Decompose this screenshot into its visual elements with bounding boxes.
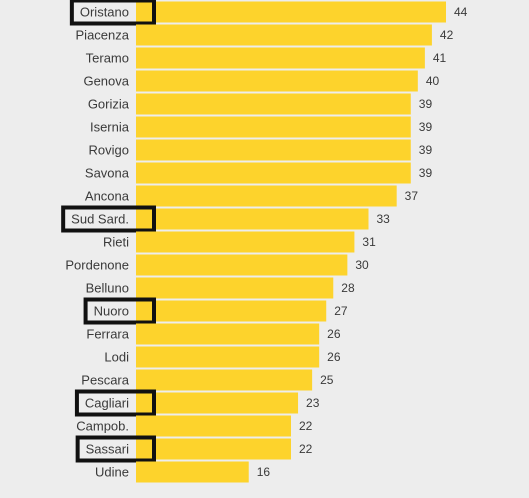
bar [136,300,327,322]
category-label: Genova [83,74,129,89]
value-label: 42 [440,28,454,42]
bar [136,185,397,207]
category-label: Gorizia [88,97,130,112]
category-label: Pordenone [65,258,129,273]
bar [136,323,320,345]
value-label: 39 [419,143,433,157]
value-label: 39 [419,97,433,111]
category-label: Campob. [76,419,129,434]
bar [136,116,411,138]
category-label: Pescara [81,373,129,388]
category-label: Teramo [86,51,129,66]
category-label: Belluno [86,281,129,296]
bar [136,461,249,483]
bar [136,93,411,115]
category-label: Ancona [85,189,130,204]
category-label: Ferrara [86,327,129,342]
category-label: Rieti [103,235,129,250]
value-label: 40 [426,74,440,88]
value-label: 22 [299,442,313,456]
bar [136,1,446,23]
highlight-box [69,0,156,26]
category-label: Rovigo [89,143,129,158]
category-label: Isernia [90,120,130,135]
category-label: Savona [85,166,130,181]
value-label: 39 [419,166,433,180]
bar [136,392,299,414]
value-label: 26 [327,327,341,341]
value-label: 39 [419,120,433,134]
bar [136,438,291,460]
bar [136,139,411,161]
value-label: 25 [320,373,334,387]
bar [136,47,425,69]
bar [136,231,355,253]
highlight-box [61,205,156,233]
bar [136,415,291,437]
bar [136,346,320,368]
category-label: Piacenza [76,28,130,43]
bar [136,277,334,299]
value-label: 26 [327,350,341,364]
value-label: 31 [362,235,376,249]
bar [136,70,418,92]
category-label: Nuoro [94,304,129,319]
bar [136,369,313,391]
value-label: 44 [454,5,468,19]
value-label: 41 [433,51,447,65]
value-label: 22 [299,419,313,433]
category-label: Cagliari [85,396,129,411]
value-label: 33 [377,212,391,226]
category-label: Udine [95,465,129,480]
value-label: 37 [405,189,419,203]
category-label: Lodi [104,350,129,365]
category-label: Sud Sard. [71,212,129,227]
value-label: 30 [355,258,369,272]
value-label: 16 [257,465,271,479]
value-label: 23 [306,396,320,410]
value-label: 28 [341,281,355,295]
bar [136,254,348,276]
bar [136,24,432,46]
value-label: 27 [334,304,348,318]
highlight-box [75,435,156,463]
bar [136,208,369,230]
category-label: Sassari [86,442,129,457]
bar [136,162,411,184]
category-label: Oristano [80,5,129,20]
highlight-box [74,389,156,417]
highlight-box [83,297,156,325]
